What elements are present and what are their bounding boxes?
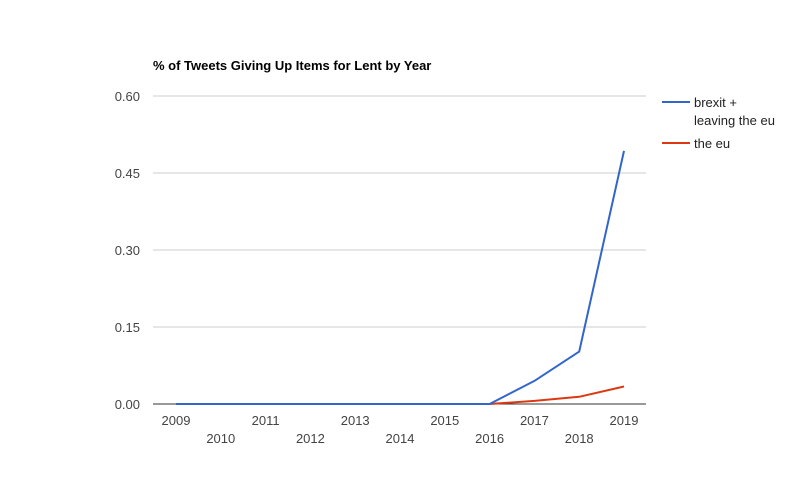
series-line-0 <box>176 150 625 405</box>
legend: brexit + leaving the eu the eu <box>662 95 775 151</box>
x-tick-label: 2013 <box>341 413 370 428</box>
series-lines <box>176 150 625 405</box>
legend-label-0: leaving the eu <box>694 113 775 128</box>
x-tick-label: 2010 <box>206 431 235 446</box>
y-tick-label: 0.15 <box>115 320 140 335</box>
x-tick-label: 2015 <box>430 413 459 428</box>
y-tick-label: 0.30 <box>115 243 140 258</box>
legend-label-1: the eu <box>694 136 730 151</box>
y-tick-label: 0.60 <box>115 89 140 104</box>
x-tick-label: 2011 <box>252 413 280 428</box>
y-tick-label: 0.00 <box>115 397 140 412</box>
x-tick-label: 2018 <box>565 431 594 446</box>
x-tick-label: 2009 <box>162 413 191 428</box>
gridlines <box>153 95 646 405</box>
x-tick-label: 2016 <box>475 431 504 446</box>
y-tick-label: 0.45 <box>115 166 140 181</box>
x-axis-ticks: 2009 2010 2011 2012 2013 2014 2015 2016 2017 2018… <box>162 413 639 446</box>
series-line-1 <box>176 385 625 405</box>
y-axis-ticks: 0.00 0.15 0.30 0.45 0.60 <box>115 89 140 412</box>
chart-title: % of Tweets Giving Up Items for Lent by … <box>153 58 431 73</box>
x-tick-label: 2012 <box>296 431 325 446</box>
x-tick-label: 2017 <box>520 413 549 428</box>
legend-label-0: brexit + <box>694 95 737 110</box>
x-tick-label: 2014 <box>386 431 415 446</box>
x-tick-label: 2019 <box>610 413 639 428</box>
